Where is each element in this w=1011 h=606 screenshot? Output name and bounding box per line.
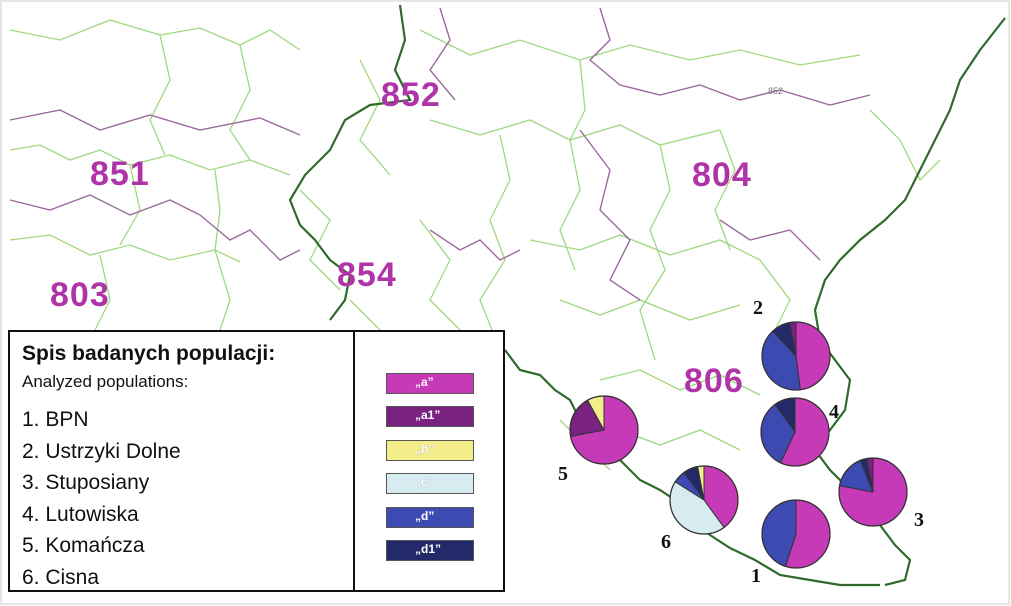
region-label-852-small: 852 [768,86,784,96]
legend-swatch-a1: „a1” [386,406,474,428]
legend-label-d1: „d1” [415,541,442,556]
region-label-803: 803 [50,276,110,314]
legend-label-c: „c” [415,475,434,490]
legend-swatch-a: „a” [386,373,474,394]
legend-title: Spis badanych populacji: [22,342,276,365]
population-item-6: 6. Cisna [22,565,100,589]
pie-label-1: 1 [751,565,761,587]
legend-label-d: „d” [415,508,435,523]
pie-label-5: 5 [558,463,568,485]
pie-3-outline [838,457,908,527]
pie-label-3: 3 [914,509,924,531]
population-item-4: 4. Lutowiska [22,502,139,526]
legend-swatch-d1: „d1” [386,539,474,561]
legend-label-a1: „a1” [415,408,441,423]
legend-swatch-b: „b” [386,439,474,461]
pie-4-outline [760,397,830,467]
pie-label-2: 2 [753,297,763,319]
region-label-806: 806 [684,362,744,400]
region-label-854: 854 [337,256,397,294]
pie-1-outline [761,499,831,569]
population-item-1: 1. BPN [22,408,89,431]
pie-2-outline [761,321,831,391]
region-boundaries [9,7,871,301]
legend-label-a: „a” [415,375,434,389]
population-item-3: 3. Stuposiany [22,471,150,495]
haplotype-legend: „a” „a1” „b” „c” „d” „d1” [386,373,474,573]
pie-label-6: 6 [661,531,671,553]
region-label-804: 804 [692,156,752,194]
pie-5-outline [569,395,639,465]
population-item-5: 5. Komańcza [22,534,145,558]
population-list: 1. BPN 2. Ustrzyki Dolne 3. Stuposiany 4… [22,404,181,594]
region-label-851: 851 [90,155,150,193]
legend-swatch-d: „d” [386,506,474,528]
legend-divider [353,332,355,590]
legend-swatch-c: „c” [386,473,474,495]
county-boundaries [9,19,941,471]
region-label-852: 852 [381,76,441,114]
population-item-2: 2. Ustrzyki Dolne [22,439,181,463]
pie-charts [569,321,908,569]
legend-box: Spis badanych populacji: Analyzed popula… [8,330,505,592]
pie-6-outline [669,465,739,535]
legend-subtitle: Analyzed populations: [22,372,189,391]
pie-label-4: 4 [829,401,839,423]
legend-label-b: „b” [415,441,435,456]
